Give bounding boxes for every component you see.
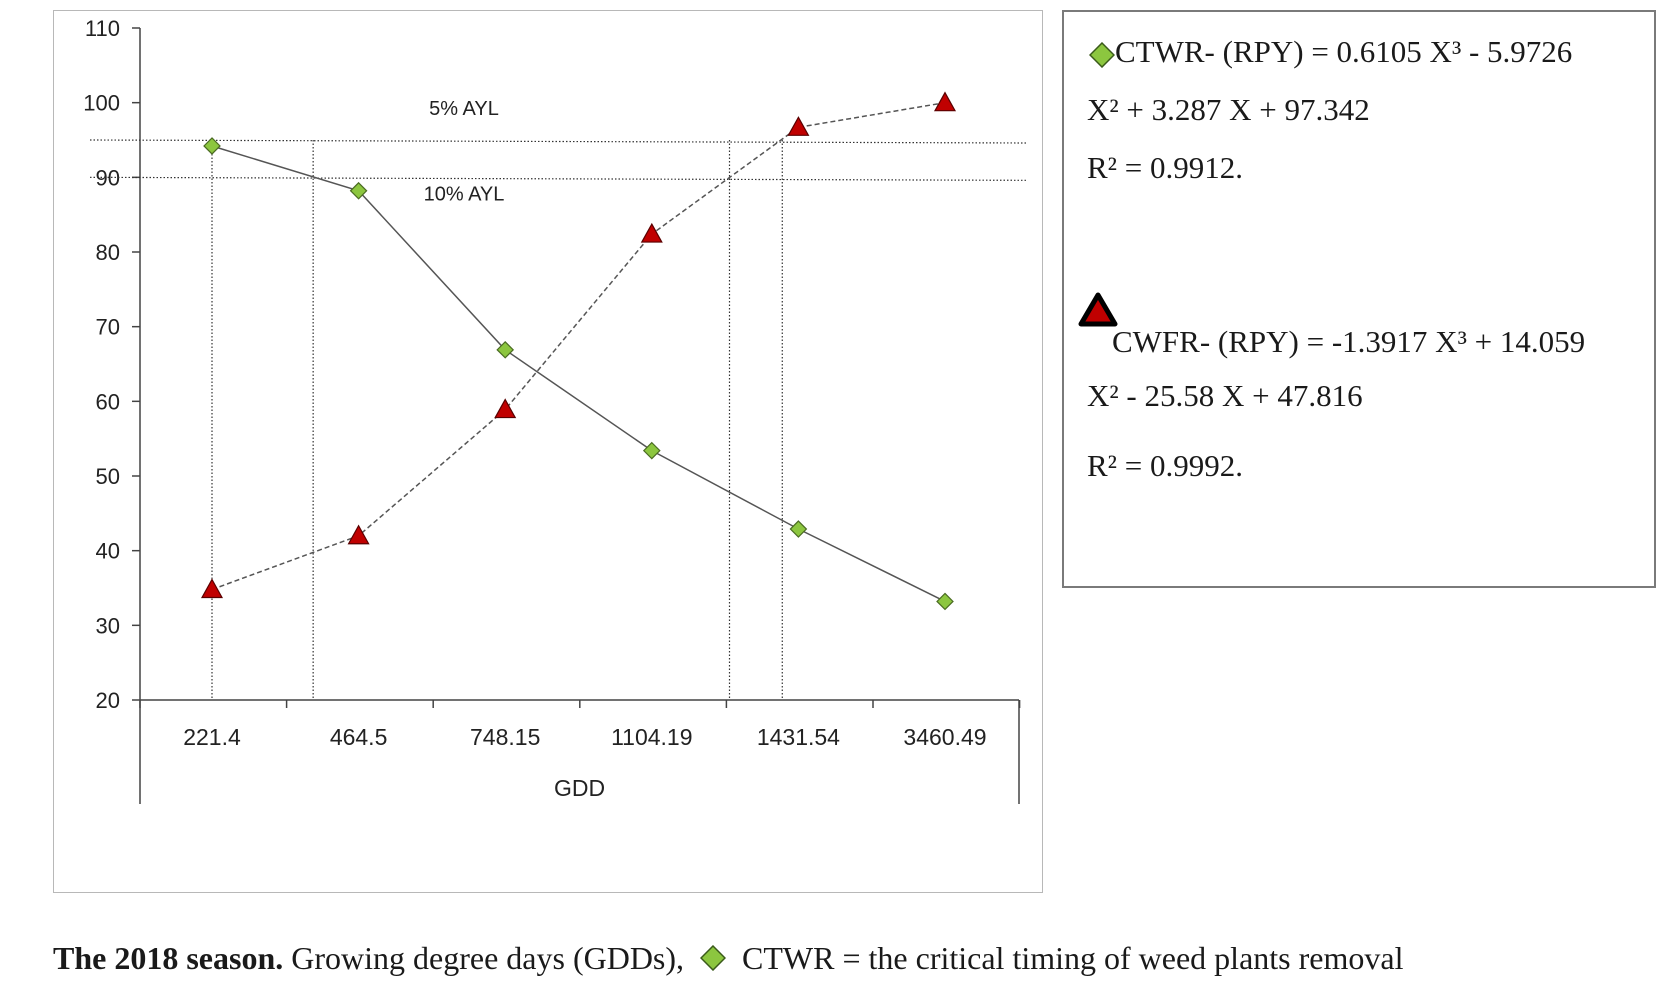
legend-cwfr-eq-line2: X² - 25.58 X + 47.816: [1087, 378, 1363, 413]
reference-line: [89, 176, 1028, 181]
data-point-cwfr: [494, 398, 517, 419]
legend-ctwr-eq-line2: X² + 3.287 X + 97.342: [1087, 92, 1370, 127]
y-tick-label: 50: [96, 464, 120, 489]
figure-caption: The 2018 season. Growing degree days (GD…: [53, 940, 1403, 977]
y-tick-label: 70: [96, 315, 120, 340]
x-tick-label: 748.15: [470, 724, 540, 750]
caption-text-before: Growing degree days (GDDs),: [291, 940, 685, 976]
series-line-cwfr: [211, 101, 946, 591]
data-point-ctwr: [496, 340, 515, 359]
y-tick-label: 100: [83, 91, 120, 116]
y-tick-label: 40: [96, 539, 120, 564]
reference-line-label: 5% AYL: [429, 98, 499, 120]
legend-ctwr-line1: CTWR- (RPY) = 0.6105 X³ - 5.9726: [1089, 34, 1572, 70]
data-point-cwfr: [200, 578, 224, 599]
legend-box: CTWR- (RPY) = 0.6105 X³ - 5.9726 X² + 3.…: [1062, 10, 1656, 588]
caption-bold: The 2018 season.: [53, 940, 284, 976]
y-tick-label: 30: [96, 613, 120, 638]
caption-text-after: CTWR = the critical timing of weed plant…: [742, 940, 1404, 976]
x-tick-label: 464.5: [330, 724, 388, 750]
series-line-ctwr: [211, 145, 946, 603]
green-diamond-icon: [1089, 41, 1115, 68]
data-point-cwfr: [640, 222, 663, 243]
x-tick-label: 1104.19: [611, 724, 692, 750]
x-tick-label: 221.4: [183, 724, 241, 750]
y-tick-label: 20: [96, 688, 120, 713]
y-tick-label: 60: [96, 389, 120, 414]
data-point-ctwr: [203, 137, 221, 155]
data-point-ctwr: [789, 520, 808, 538]
data-point-ctwr: [936, 592, 954, 611]
data-point-ctwr: [349, 181, 368, 200]
data-point-ctwr: [642, 441, 661, 460]
legend-ctwr-r2: R² = 0.9912.: [1087, 150, 1243, 185]
x-axis-title: GDD: [554, 775, 605, 801]
chart-frame: 20 30 40 50 60 70 80 90 100 110 221.4 464.5 748.15 11…: [53, 10, 1043, 893]
legend-ctwr-eq-line1: CTWR- (RPY) = 0.6105 X³ - 5.9726: [1115, 34, 1573, 69]
y-tick-label: 80: [96, 240, 120, 265]
legend-cwfr-r2: R² = 0.9992.: [1087, 448, 1243, 483]
reference-line: [89, 139, 1028, 144]
red-triangle-icon: [1078, 292, 1118, 327]
data-point-cwfr: [347, 524, 370, 545]
x-tick-label: 3460.49: [903, 724, 986, 750]
legend-cwfr-eq-line1: CWFR- (RPY) = -1.3917 X³ + 14.059: [1112, 324, 1586, 359]
data-point-cwfr: [933, 91, 957, 112]
y-tick-label: 110: [85, 16, 120, 41]
data-point-cwfr: [787, 116, 810, 136]
caption-diamond-icon: [700, 945, 727, 971]
x-tick-label: 1431.54: [757, 724, 840, 750]
reference-line-label: 10% AYL: [424, 183, 505, 205]
